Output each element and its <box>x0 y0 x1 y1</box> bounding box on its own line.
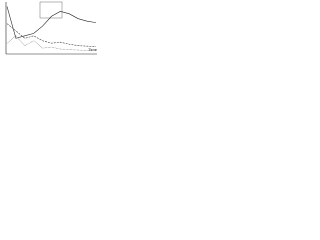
page: {"chart_data": {"type": "line", "x_label… <box>0 0 100 59</box>
chart: Time <box>5 1 98 55</box>
inset-frame <box>39 1 63 19</box>
series-line <box>6 23 97 47</box>
series-line <box>6 6 97 39</box>
x-axis-label: Time <box>88 47 98 52</box>
